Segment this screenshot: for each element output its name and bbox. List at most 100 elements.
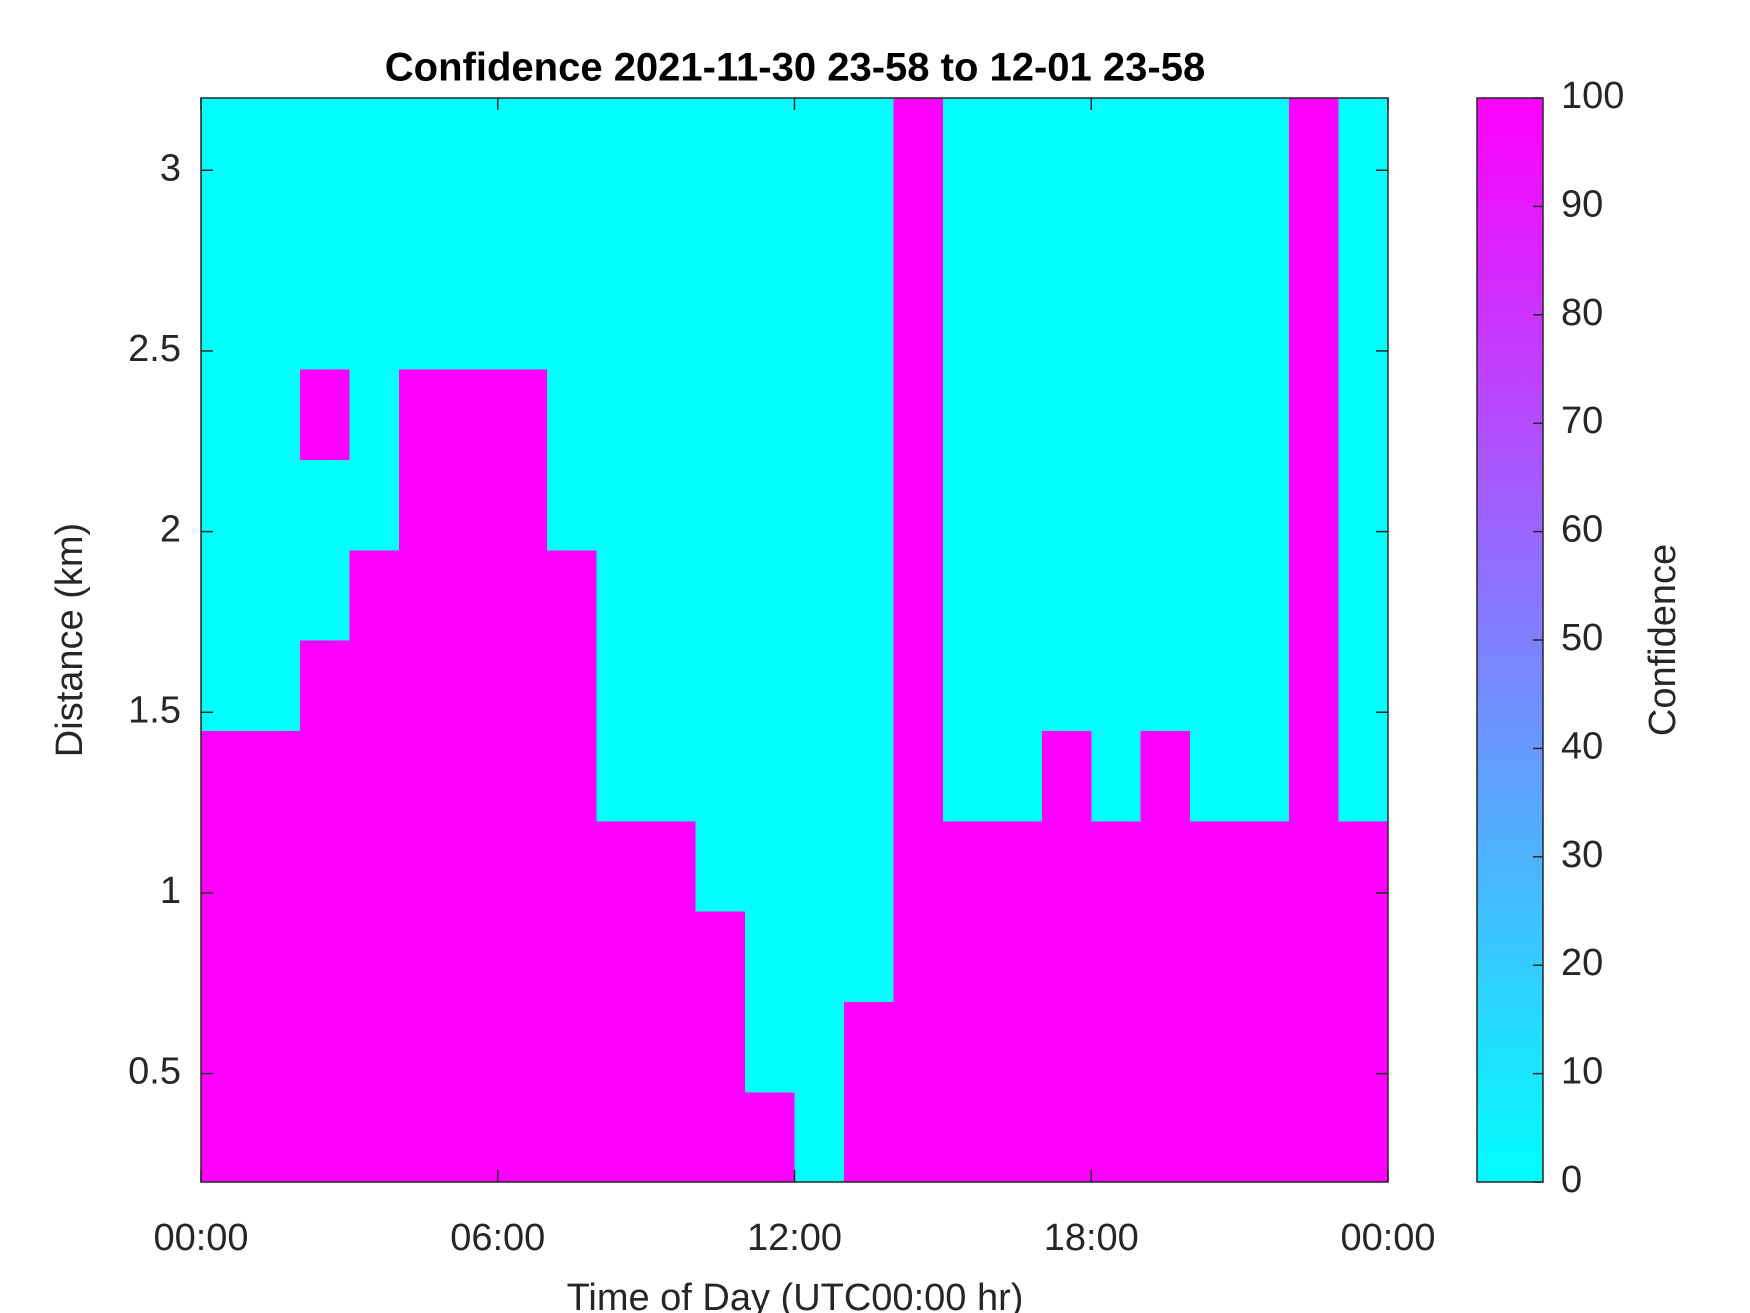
- heat-cell: [992, 549, 1043, 641]
- heat-cell: [497, 278, 548, 370]
- heat-cell: [349, 459, 400, 551]
- heat-cell: [745, 730, 796, 822]
- heat-cell: [349, 549, 400, 641]
- heat-cell: [992, 911, 1043, 1002]
- heat-cell: [1338, 1091, 1389, 1183]
- heat-cell: [448, 369, 499, 460]
- heat-cell: [201, 640, 252, 731]
- heat-cell: [448, 459, 499, 551]
- heat-cell: [497, 549, 548, 641]
- heat-cell: [299, 98, 350, 189]
- heat-cell: [1289, 820, 1340, 912]
- heat-cell: [448, 549, 499, 641]
- heat-cell: [695, 1091, 746, 1183]
- heat-cell: [299, 1001, 350, 1093]
- heat-cell: [398, 730, 449, 822]
- heat-cell: [992, 730, 1043, 822]
- heat-cell: [1091, 98, 1142, 189]
- colorbar-tick-label: 40: [1561, 725, 1603, 767]
- heat-cell: [1091, 640, 1142, 731]
- heat-cell: [695, 369, 746, 460]
- heat-cell: [497, 188, 548, 280]
- heat-cell: [497, 459, 548, 551]
- heat-cell: [201, 730, 252, 822]
- heat-cell: [299, 369, 350, 460]
- heat-cell: [349, 640, 400, 731]
- heat-cell: [1091, 459, 1142, 551]
- heat-cell: [1041, 730, 1092, 822]
- heat-cell: [745, 549, 796, 641]
- heat-cell: [942, 1091, 993, 1183]
- heat-cell: [448, 820, 499, 912]
- heat-cell: [695, 98, 746, 189]
- heat-cell: [1289, 369, 1340, 460]
- heat-cell: [893, 820, 944, 912]
- colorbar-tick-label: 90: [1561, 183, 1603, 225]
- heat-cell: [497, 730, 548, 822]
- heat-cell: [1091, 369, 1142, 460]
- heat-cell: [695, 278, 746, 370]
- heat-cell: [1239, 1001, 1290, 1093]
- heat-cell: [299, 640, 350, 731]
- heat-cell: [992, 188, 1043, 280]
- heat-cell: [299, 459, 350, 551]
- heat-cell: [398, 820, 449, 912]
- y-axis-label: Distance (km): [49, 523, 91, 757]
- heat-cell: [1091, 730, 1142, 822]
- heat-cell: [695, 730, 746, 822]
- heat-cell: [201, 1001, 252, 1093]
- colorbar-tick-label: 20: [1561, 942, 1603, 984]
- heat-cell: [1338, 911, 1389, 1002]
- heat-cell: [349, 911, 400, 1002]
- heat-cell: [1041, 459, 1092, 551]
- heat-cell: [1091, 1001, 1142, 1093]
- heat-cell: [843, 820, 895, 912]
- heat-cell: [1239, 188, 1290, 280]
- heat-cell: [201, 820, 252, 912]
- heat-cell: [745, 188, 796, 280]
- heat-cell: [398, 640, 449, 731]
- heat-cell: [1091, 820, 1142, 912]
- heat-cell: [1140, 98, 1191, 189]
- heat-cell: [201, 1091, 252, 1183]
- heat-cell: [1140, 1091, 1191, 1183]
- heat-cell: [646, 278, 697, 370]
- heat-cell: [547, 188, 598, 280]
- heat-cell: [843, 459, 895, 551]
- heat-cell: [893, 1001, 944, 1093]
- heat-cell: [1289, 549, 1340, 641]
- heat-cell: [349, 1091, 400, 1183]
- heat-cell: [1041, 1001, 1092, 1093]
- heat-cell: [547, 820, 598, 912]
- heat-cell: [1289, 1091, 1340, 1183]
- heat-cell: [1140, 640, 1191, 731]
- heat-cell: [646, 549, 697, 641]
- heat-cell: [448, 278, 499, 370]
- heat-cell: [299, 188, 350, 280]
- heat-cell: [794, 640, 845, 731]
- heat-cell: [1091, 1091, 1142, 1183]
- heat-cell: [398, 369, 449, 460]
- heat-cell: [794, 369, 845, 460]
- x-tick-label: 18:00: [1044, 1217, 1139, 1259]
- heat-cell: [1239, 911, 1290, 1002]
- heat-cell: [1190, 188, 1241, 280]
- colorbar-tick-label: 30: [1561, 834, 1603, 876]
- heat-cell: [349, 278, 400, 370]
- heat-cell: [1041, 98, 1092, 189]
- heat-cell: [299, 730, 350, 822]
- colorbar-tick-label: 50: [1561, 617, 1603, 659]
- heat-cell: [596, 369, 647, 460]
- heat-cell: [201, 188, 252, 280]
- heat-cell: [349, 188, 400, 280]
- heat-cell: [547, 1001, 598, 1093]
- colorbar-tick-label: 10: [1561, 1051, 1603, 1093]
- heat-cell: [1289, 730, 1340, 822]
- heat-cell: [299, 820, 350, 912]
- heat-cell: [201, 911, 252, 1002]
- heat-cell: [349, 820, 400, 912]
- heat-cell: [893, 730, 944, 822]
- heat-cell: [596, 188, 647, 280]
- heat-cell: [250, 1091, 301, 1183]
- heat-cell: [596, 1001, 647, 1093]
